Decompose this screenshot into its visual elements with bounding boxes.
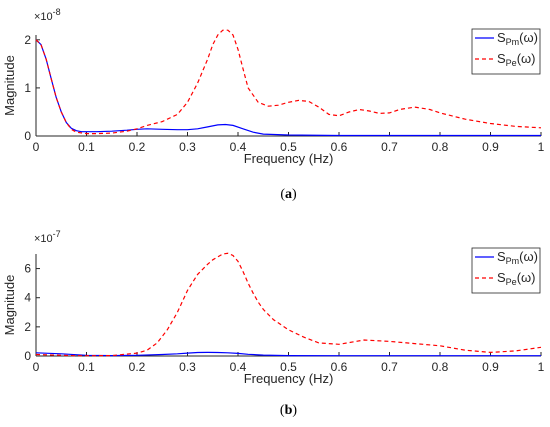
x-tick-label: 0	[33, 140, 40, 154]
legend-symbol: S	[497, 270, 506, 285]
legend-subscript: Pm	[506, 256, 520, 266]
caption-open: (	[280, 187, 285, 202]
legend-entry-pm: SPm(ω)	[497, 249, 538, 266]
legend-argument: (ω)	[519, 249, 538, 264]
y-tick-label: 1	[24, 81, 31, 95]
x-tick-label: 0.8	[432, 140, 449, 154]
legend-argument: (ω)	[519, 30, 538, 45]
x-tick-label: 0.7	[381, 360, 398, 374]
y-tick-label: 0	[24, 349, 31, 363]
x-tick-label: 0.9	[482, 140, 499, 154]
legend-entry-pe: SPe(ω)	[497, 51, 536, 68]
y-tick-label: 6	[24, 262, 31, 276]
x-tick-label: 0.1	[78, 140, 95, 154]
x-tick-label: 0.6	[331, 140, 348, 154]
caption-close: )	[292, 403, 297, 418]
x-tick-label: 0.7	[381, 140, 398, 154]
x-tick-label: 0.9	[482, 360, 499, 374]
y-tick-label: 2	[24, 320, 31, 334]
x-tick-label: 0.6	[331, 360, 348, 374]
series-line-pe	[35, 29, 542, 135]
legend-box	[471, 28, 541, 75]
y-axis-label: Magnitude	[2, 55, 17, 116]
x-tick-label: 0.5	[280, 360, 297, 374]
y-tick-label: 2	[24, 33, 31, 47]
series-line-pe	[35, 252, 542, 357]
legend-subscript: Pe	[506, 277, 517, 287]
caption-letter: a	[285, 187, 292, 202]
legend-subscript: Pe	[506, 58, 517, 68]
legend-entry-pe: SPe(ω)	[497, 270, 536, 287]
x-tick-label: 0.3	[179, 360, 196, 374]
legend-symbol: S	[497, 30, 506, 45]
x-tick-label: 0.3	[179, 140, 196, 154]
legend-subscript: Pm	[506, 37, 520, 47]
multiplier-base: ×10	[34, 233, 53, 245]
legend-box	[471, 247, 541, 294]
legend-entry-pm: SPm(ω)	[497, 30, 538, 47]
x-tick-label: 0.4	[230, 360, 247, 374]
x-tick-label: 0.4	[230, 140, 247, 154]
x-tick-label: 0.1	[78, 360, 95, 374]
x-tick-label: 0.5	[280, 140, 297, 154]
y-tick-label: 0	[24, 129, 31, 143]
caption-close: )	[292, 187, 297, 202]
x-tick-label: 0.2	[129, 360, 146, 374]
x-tick-label: 0.2	[129, 140, 146, 154]
panel-caption: (a)	[280, 187, 297, 202]
x-axis-label: Frequency (Hz)	[244, 371, 334, 386]
axis-multiplier: ×10-8	[34, 7, 61, 23]
legend-symbol: S	[497, 249, 506, 264]
caption-letter: b	[285, 403, 293, 418]
x-tick-label: 1	[538, 140, 545, 154]
legend-argument: (ω)	[517, 51, 536, 66]
x-tick-label: 0	[33, 360, 40, 374]
x-tick-label: 1	[538, 360, 545, 374]
legend: SPm(ω)SPe(ω)	[471, 247, 541, 294]
y-tick-label: 4	[24, 291, 31, 305]
multiplier-base: ×10	[34, 11, 53, 23]
multiplier-exponent: -8	[53, 7, 61, 17]
axis-multiplier: ×10-7	[34, 229, 61, 245]
y-axis-label: Magnitude	[2, 275, 17, 336]
series-line-pm	[35, 351, 541, 357]
chart-panel-a: 0 0.1 0.2 0.3 0.4 0.5 0.6 0.7 0.8 0.9 1 0 1 2×10-8 Fre…	[2, 7, 545, 202]
caption-open: (	[280, 403, 285, 418]
x-axis-label: Frequency (Hz)	[244, 151, 334, 166]
legend-argument: (ω)	[517, 270, 536, 285]
series-line-pm	[35, 39, 541, 137]
legend-symbol: S	[497, 51, 506, 66]
multiplier-exponent: -7	[53, 229, 61, 239]
chart-panel-b: 0 0.1 0.2 0.3 0.4 0.5 0.6 0.7 0.8 0.9 1 0 2 4 6 ×10-7 Fr…	[2, 229, 545, 418]
legend: SPm(ω)SPe(ω)	[471, 28, 541, 75]
x-tick-label: 0.8	[432, 360, 449, 374]
panel-caption: (b)	[280, 403, 297, 418]
